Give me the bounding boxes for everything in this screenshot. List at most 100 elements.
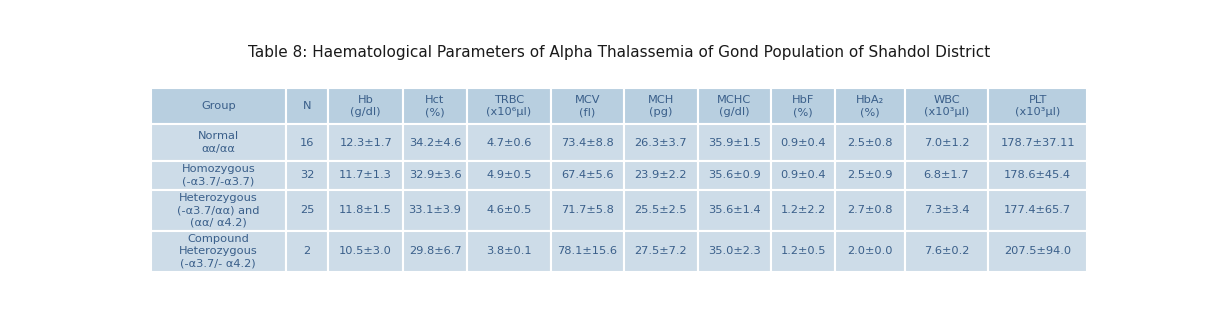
Text: 1.2±2.2: 1.2±2.2 bbox=[780, 205, 826, 215]
Text: 178.6±45.4: 178.6±45.4 bbox=[1004, 170, 1071, 180]
Text: 29.8±6.7: 29.8±6.7 bbox=[408, 246, 461, 257]
Bar bbox=[151, 161, 285, 190]
Bar bbox=[988, 161, 1087, 190]
Bar bbox=[467, 231, 551, 272]
Bar bbox=[625, 161, 698, 190]
Text: WBC
(x10³μl): WBC (x10³μl) bbox=[924, 95, 969, 117]
Text: MCV
(fl): MCV (fl) bbox=[575, 95, 600, 117]
Bar bbox=[698, 231, 771, 272]
Bar bbox=[905, 231, 988, 272]
Text: 3.8±0.1: 3.8±0.1 bbox=[486, 246, 532, 257]
Bar bbox=[698, 88, 771, 124]
Bar bbox=[285, 88, 329, 124]
Bar bbox=[285, 231, 329, 272]
Text: Heterozygous
(-α3.7/αα) and
(αα/ α4.2): Heterozygous (-α3.7/αα) and (αα/ α4.2) bbox=[178, 193, 260, 228]
Text: 78.1±15.6: 78.1±15.6 bbox=[557, 246, 617, 257]
Bar bbox=[698, 124, 771, 161]
Text: 7.0±1.2: 7.0±1.2 bbox=[924, 137, 969, 148]
Text: 177.4±65.7: 177.4±65.7 bbox=[1004, 205, 1071, 215]
Bar bbox=[905, 190, 988, 231]
Text: HbF
(%): HbF (%) bbox=[792, 95, 814, 117]
Bar bbox=[988, 124, 1087, 161]
Bar bbox=[551, 161, 625, 190]
Bar bbox=[329, 231, 403, 272]
Bar bbox=[151, 190, 285, 231]
Text: 4.9±0.5: 4.9±0.5 bbox=[486, 170, 532, 180]
Bar bbox=[771, 88, 835, 124]
Bar bbox=[905, 124, 988, 161]
Bar bbox=[625, 124, 698, 161]
Text: 0.9±0.4: 0.9±0.4 bbox=[780, 170, 826, 180]
Text: Table 8: Haematological Parameters of Alpha Thalassemia of Gond Population of Sh: Table 8: Haematological Parameters of Al… bbox=[248, 44, 991, 59]
Text: 35.0±2.3: 35.0±2.3 bbox=[708, 246, 761, 257]
Text: 10.5±3.0: 10.5±3.0 bbox=[339, 246, 393, 257]
Bar bbox=[771, 231, 835, 272]
Text: 11.8±1.5: 11.8±1.5 bbox=[339, 205, 393, 215]
Bar bbox=[403, 161, 467, 190]
Text: 178.7±37.11: 178.7±37.11 bbox=[1000, 137, 1075, 148]
Bar bbox=[467, 88, 551, 124]
Text: Group: Group bbox=[201, 101, 236, 111]
Bar bbox=[467, 124, 551, 161]
Bar bbox=[403, 88, 467, 124]
Text: 7.3±3.4: 7.3±3.4 bbox=[924, 205, 969, 215]
Text: Hb
(g/dl): Hb (g/dl) bbox=[350, 95, 381, 117]
Text: 4.6±0.5: 4.6±0.5 bbox=[487, 205, 532, 215]
Bar bbox=[835, 124, 905, 161]
Bar bbox=[771, 190, 835, 231]
Bar bbox=[151, 88, 285, 124]
Text: PLT
(x10³μl): PLT (x10³μl) bbox=[1015, 95, 1061, 117]
Text: 2.7±0.8: 2.7±0.8 bbox=[847, 205, 893, 215]
Text: 33.1±3.9: 33.1±3.9 bbox=[408, 205, 461, 215]
Text: 0.9±0.4: 0.9±0.4 bbox=[780, 137, 826, 148]
Bar bbox=[403, 231, 467, 272]
Bar bbox=[625, 231, 698, 272]
Text: 27.5±7.2: 27.5±7.2 bbox=[634, 246, 687, 257]
Text: 4.7±0.6: 4.7±0.6 bbox=[487, 137, 532, 148]
Bar bbox=[285, 190, 329, 231]
Text: 2: 2 bbox=[303, 246, 310, 257]
Text: 6.8±1.7: 6.8±1.7 bbox=[924, 170, 969, 180]
Bar bbox=[467, 190, 551, 231]
Text: 67.4±5.6: 67.4±5.6 bbox=[562, 170, 614, 180]
Text: 26.3±3.7: 26.3±3.7 bbox=[634, 137, 687, 148]
Bar bbox=[698, 161, 771, 190]
Text: MCHC
(g/dl): MCHC (g/dl) bbox=[718, 95, 751, 117]
Text: 35.9±1.5: 35.9±1.5 bbox=[708, 137, 761, 148]
Text: 71.7±5.8: 71.7±5.8 bbox=[561, 205, 614, 215]
Bar bbox=[835, 88, 905, 124]
Bar bbox=[551, 231, 625, 272]
Bar bbox=[467, 161, 551, 190]
Bar bbox=[329, 190, 403, 231]
Text: N: N bbox=[303, 101, 312, 111]
Bar bbox=[403, 190, 467, 231]
Bar bbox=[403, 124, 467, 161]
Text: 12.3±1.7: 12.3±1.7 bbox=[339, 137, 393, 148]
Bar bbox=[835, 231, 905, 272]
Bar bbox=[329, 124, 403, 161]
Bar bbox=[285, 124, 329, 161]
Bar bbox=[698, 190, 771, 231]
Text: Homozygous
(-α3.7/-α3.7): Homozygous (-α3.7/-α3.7) bbox=[181, 164, 255, 187]
Text: 73.4±8.8: 73.4±8.8 bbox=[561, 137, 614, 148]
Text: 32.9±3.6: 32.9±3.6 bbox=[408, 170, 461, 180]
Bar bbox=[625, 190, 698, 231]
Text: 23.9±2.2: 23.9±2.2 bbox=[634, 170, 687, 180]
Text: 25.5±2.5: 25.5±2.5 bbox=[634, 205, 687, 215]
Text: 2.5±0.9: 2.5±0.9 bbox=[847, 170, 893, 180]
Text: 35.6±1.4: 35.6±1.4 bbox=[708, 205, 761, 215]
Bar bbox=[905, 88, 988, 124]
Text: 11.7±1.3: 11.7±1.3 bbox=[339, 170, 393, 180]
Bar bbox=[835, 190, 905, 231]
Bar bbox=[625, 88, 698, 124]
Bar bbox=[771, 124, 835, 161]
Bar bbox=[551, 88, 625, 124]
Text: 2.0±0.0: 2.0±0.0 bbox=[847, 246, 893, 257]
Bar bbox=[551, 190, 625, 231]
Bar bbox=[151, 124, 285, 161]
Bar bbox=[835, 161, 905, 190]
Text: 16: 16 bbox=[300, 137, 314, 148]
Bar bbox=[151, 231, 285, 272]
Bar bbox=[988, 190, 1087, 231]
Text: Hct
(%): Hct (%) bbox=[425, 95, 445, 117]
